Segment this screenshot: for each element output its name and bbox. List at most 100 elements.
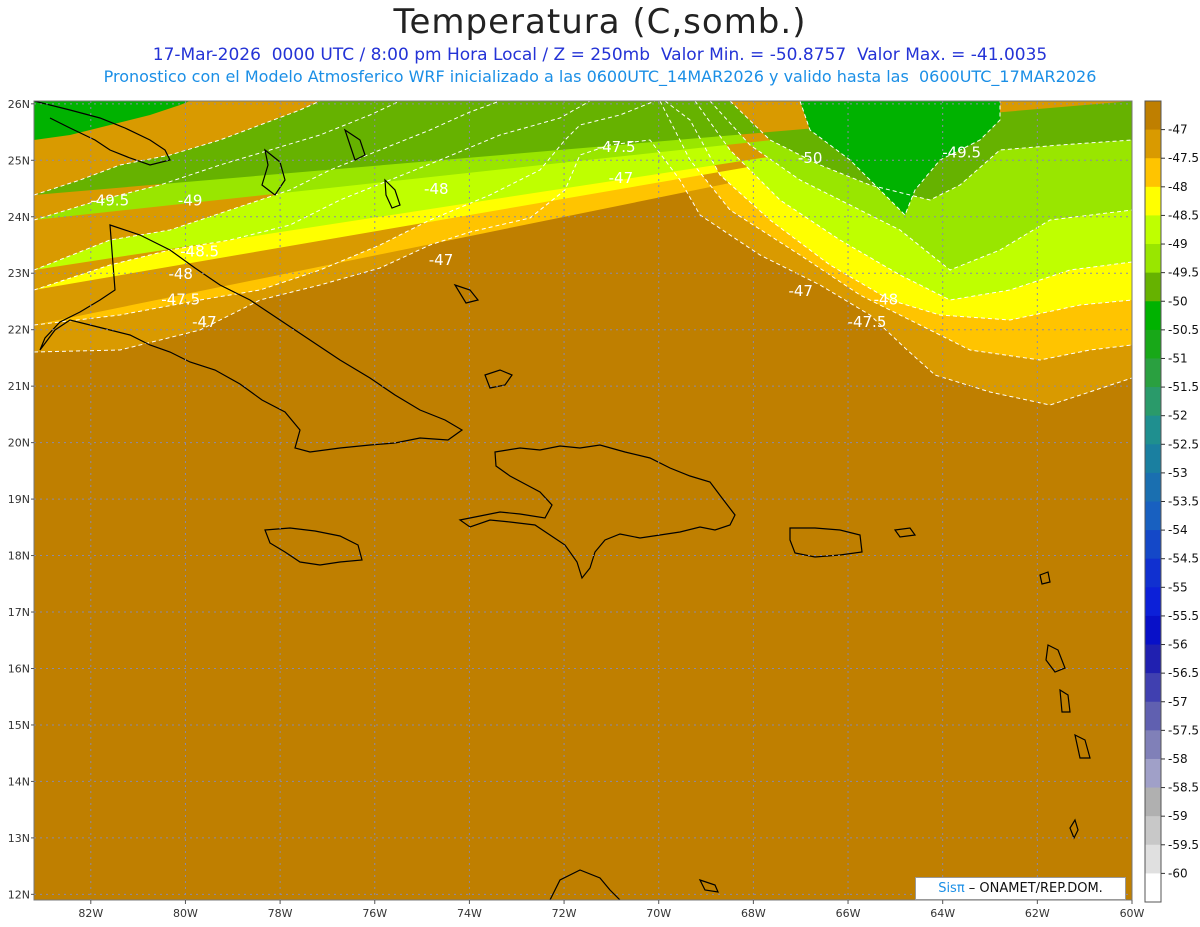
credit-text: – ONAMET/REP.DOM. — [964, 881, 1103, 896]
colorbar-swatch — [1145, 301, 1161, 331]
colorbar-label: -55 — [1168, 580, 1188, 594]
colorbar-swatch — [1145, 787, 1161, 817]
contour-label: -47.5 — [597, 138, 636, 156]
lesser-antilles-3 — [1059, 688, 1071, 713]
lon-tick-label: 68W — [741, 907, 766, 920]
lat-tick-label: 18N — [8, 550, 30, 563]
lon-tick-label: 60W — [1120, 907, 1145, 920]
cuba-coast — [39, 224, 464, 453]
lat-tick-label: 16N — [8, 662, 30, 675]
lat-tick-label: 24N — [8, 211, 30, 224]
jamaica-coast — [264, 527, 363, 566]
colorbar-swatch — [1145, 587, 1161, 617]
colorbar-label: -59 — [1168, 809, 1188, 823]
lat-tick-label: 17N — [8, 606, 30, 619]
subtitle-model-run: Pronostico con el Modelo Atmosferico WRF… — [103, 67, 1097, 86]
contour-label: -47 — [429, 251, 454, 269]
lat-tick-label: 12N — [8, 888, 30, 901]
contour-label: -48.5 — [180, 242, 219, 260]
colorbar-label: -54.5 — [1168, 552, 1199, 566]
colorbar-swatch — [1145, 730, 1161, 760]
colorbar-label: -50.5 — [1168, 323, 1199, 337]
longitude-axis: 82W 80W 78W 76W 74W 72W 70W 68W 66W 64W 62W 60W — [78, 900, 1145, 920]
colorbar-label: -50 — [1168, 294, 1188, 308]
lesser-antilles-1 — [1039, 571, 1051, 585]
colorbar-swatch — [1145, 329, 1161, 359]
colorbar-swatch — [1145, 673, 1161, 703]
contour-label: -47 — [192, 313, 217, 331]
contour-labels: -47.5 -47 -48 -47 -50 -49.5 -49.5 -49 -48.5 -48 -4… — [90, 138, 981, 331]
lon-tick-label: 72W — [552, 907, 577, 920]
bahamas-long-island — [384, 178, 401, 209]
colorbar-label: -55.5 — [1168, 609, 1199, 623]
contour-label: -47 — [788, 282, 813, 300]
colorbar-label: -52.5 — [1168, 437, 1199, 451]
colorbar-label: -49 — [1168, 237, 1188, 251]
contour-label: -47 — [609, 169, 634, 187]
inagua — [484, 369, 513, 389]
colorbar-label: -56 — [1168, 638, 1188, 652]
colorbar-swatch — [1145, 129, 1161, 159]
lat-tick-label: 23N — [8, 267, 30, 280]
puerto-rico-coast — [789, 527, 863, 558]
lat-tick-label: 15N — [8, 719, 30, 732]
lat-lon-grid — [34, 101, 1132, 900]
lon-tick-label: 64W — [930, 907, 955, 920]
latitude-axis: 26N 25N 24N 23N 22N 21N 20N 19N 18N 17N 16N 15N 14N 1… — [8, 98, 34, 901]
colorbar-label: -59.5 — [1168, 838, 1199, 852]
colorbar-label: -51.5 — [1168, 380, 1199, 394]
coastlines — [34, 101, 1091, 900]
contour-label: -50 — [798, 149, 823, 167]
contour-label: -49.5 — [90, 191, 129, 209]
contour-label: -47.5 — [161, 290, 200, 308]
contour-label: -49 — [178, 191, 203, 209]
colorbar-swatch — [1145, 215, 1161, 245]
colorbar-label: -48.5 — [1168, 208, 1199, 222]
colorbar-swatch — [1145, 558, 1161, 588]
colorbar-swatch — [1145, 644, 1161, 674]
contour-label: -48 — [874, 290, 899, 308]
hispaniola-coast — [458, 444, 736, 580]
colorbar-swatch — [1145, 444, 1161, 474]
colorbar-swatch — [1145, 615, 1161, 646]
lon-tick-label: 62W — [1025, 907, 1050, 920]
colorbar-swatch — [1145, 244, 1161, 274]
colorbar-label: -52 — [1168, 409, 1188, 423]
contour-label: -48 — [424, 180, 449, 198]
colorbar-swatch — [1145, 472, 1161, 502]
lon-tick-label: 70W — [646, 907, 671, 920]
virgin-islands — [893, 527, 917, 538]
lon-tick-label: 74W — [457, 907, 482, 920]
lesser-antilles-2 — [1045, 644, 1066, 673]
lat-tick-label: 19N — [8, 493, 30, 506]
colorbar-swatch — [1145, 844, 1161, 874]
lat-tick-label: 21N — [8, 380, 30, 393]
colorbar-swatch — [1145, 530, 1161, 560]
colorbar-label: -57 — [1168, 695, 1188, 709]
south-america-coast — [549, 869, 621, 900]
map-frame — [33, 100, 1133, 901]
lat-tick-label: 14N — [8, 775, 30, 788]
colorbar-swatch — [1145, 501, 1161, 531]
colorbar-label: -60 — [1168, 866, 1188, 880]
lat-tick-label: 20N — [8, 437, 30, 450]
colorbar-swatch — [1145, 701, 1161, 731]
aruba-curacao — [698, 878, 719, 893]
colorbar-label: -53 — [1168, 466, 1188, 480]
contour-label: -48 — [168, 265, 193, 283]
lesser-antilles-4 — [1074, 733, 1091, 759]
colorbar-label: -58.5 — [1168, 781, 1199, 795]
lon-tick-label: 82W — [78, 907, 103, 920]
contour-label: -47.5 — [848, 313, 887, 331]
colorbar-label: -53.5 — [1168, 495, 1199, 509]
turks-caicos — [453, 283, 480, 304]
colorbar-swatch — [1145, 358, 1161, 388]
lat-tick-label: 13N — [8, 832, 30, 845]
colorbar-label: -47.5 — [1168, 151, 1199, 165]
sispi-logo-text: Sisπ — [938, 881, 965, 896]
field-green-northeast — [800, 101, 1000, 215]
colorbar-label: -54 — [1168, 523, 1188, 537]
colorbar-label: -49.5 — [1168, 266, 1199, 280]
contour-label: -49.5 — [942, 143, 981, 161]
